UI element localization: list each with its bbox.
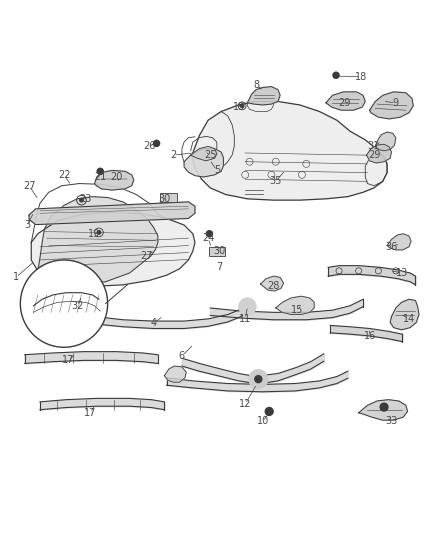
Text: 14: 14 — [403, 314, 415, 324]
Text: 13: 13 — [396, 268, 409, 278]
Circle shape — [21, 261, 107, 347]
Circle shape — [255, 376, 262, 383]
Polygon shape — [164, 366, 186, 382]
Polygon shape — [375, 132, 396, 151]
Polygon shape — [370, 92, 413, 119]
Text: 29: 29 — [339, 98, 351, 108]
Polygon shape — [261, 276, 284, 291]
Text: 18: 18 — [355, 71, 367, 82]
Polygon shape — [276, 296, 314, 314]
Text: 27: 27 — [23, 181, 35, 191]
Polygon shape — [326, 92, 365, 110]
Polygon shape — [367, 144, 392, 163]
Circle shape — [240, 104, 244, 108]
Text: 12: 12 — [239, 399, 251, 409]
Text: 27: 27 — [141, 251, 153, 261]
Text: 7: 7 — [216, 262, 222, 271]
Circle shape — [265, 408, 273, 415]
Text: 35: 35 — [269, 176, 282, 187]
Circle shape — [97, 168, 103, 174]
Text: 32: 32 — [71, 301, 83, 311]
Text: 19: 19 — [88, 229, 101, 239]
FancyBboxPatch shape — [209, 247, 225, 256]
Text: 11: 11 — [239, 314, 251, 324]
Polygon shape — [31, 212, 195, 286]
Text: 30: 30 — [158, 194, 170, 204]
Text: 17: 17 — [84, 408, 96, 418]
Circle shape — [80, 198, 83, 202]
Text: 25: 25 — [204, 150, 216, 160]
Polygon shape — [247, 87, 280, 105]
Text: 31: 31 — [367, 141, 379, 151]
Text: 5: 5 — [214, 165, 220, 175]
Polygon shape — [73, 301, 99, 319]
Polygon shape — [387, 234, 411, 250]
Polygon shape — [38, 197, 158, 284]
Text: 28: 28 — [267, 281, 280, 291]
Text: 36: 36 — [385, 242, 398, 252]
Text: 26: 26 — [143, 141, 155, 151]
Circle shape — [206, 231, 212, 237]
Polygon shape — [184, 149, 223, 177]
Polygon shape — [191, 147, 217, 161]
Text: 15: 15 — [291, 305, 304, 315]
Polygon shape — [359, 400, 408, 420]
Circle shape — [97, 231, 101, 234]
Polygon shape — [193, 101, 387, 200]
Circle shape — [380, 403, 388, 411]
Text: 29: 29 — [368, 150, 380, 160]
Circle shape — [249, 369, 268, 389]
Text: 24: 24 — [202, 233, 214, 243]
Text: 9: 9 — [393, 98, 399, 108]
Text: 1: 1 — [13, 272, 19, 282]
Text: 21: 21 — [94, 172, 106, 182]
Circle shape — [153, 140, 159, 147]
FancyBboxPatch shape — [160, 193, 177, 203]
Text: 4: 4 — [150, 318, 156, 328]
Text: 10: 10 — [257, 416, 269, 426]
Text: 23: 23 — [80, 194, 92, 204]
Text: 3: 3 — [24, 220, 30, 230]
Polygon shape — [390, 299, 419, 330]
Text: 30: 30 — [213, 246, 225, 256]
Text: 20: 20 — [110, 172, 123, 182]
Circle shape — [239, 298, 256, 316]
Circle shape — [333, 72, 339, 78]
Text: 17: 17 — [62, 356, 74, 365]
Text: 2: 2 — [170, 150, 176, 160]
Text: 6: 6 — [179, 351, 185, 361]
Text: 19: 19 — [233, 102, 245, 112]
Text: 22: 22 — [58, 170, 70, 180]
Polygon shape — [29, 202, 195, 224]
Polygon shape — [95, 171, 134, 190]
Text: 33: 33 — [385, 416, 398, 426]
Text: 16: 16 — [364, 332, 376, 341]
Text: 8: 8 — [253, 80, 259, 90]
